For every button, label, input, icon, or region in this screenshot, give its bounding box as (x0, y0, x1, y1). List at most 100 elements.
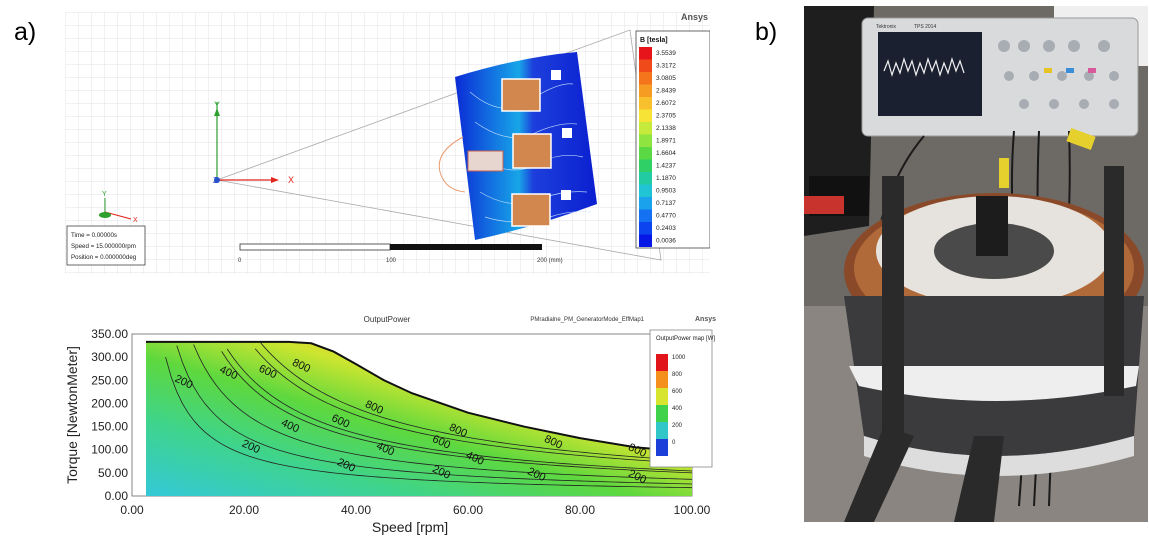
iso-power-contour (193, 344, 692, 480)
scale-tick-100: 100 (386, 258, 397, 264)
iso-power-contour (260, 342, 692, 462)
power-legend-title: OutputPower map [W] (656, 336, 715, 342)
iso-power-contour (254, 348, 692, 464)
legend-value: 3.3172 (656, 63, 676, 70)
x-tick-label: 100.00 (674, 503, 711, 517)
power-legend-value: 400 (672, 406, 683, 412)
iso-power-contour (221, 351, 692, 474)
power-legend-swatch (656, 422, 668, 439)
power-legend-value: 1000 (672, 355, 686, 361)
chart-title: OutputPower (364, 315, 411, 324)
legend-swatch (639, 147, 652, 160)
chart-brand: Ansys (695, 316, 716, 323)
legend-value: 2.3705 (656, 113, 676, 120)
legend-swatch (639, 84, 652, 97)
legend-swatch (639, 97, 652, 110)
legend-value: 3.5539 (656, 50, 676, 57)
legend-swatch (639, 159, 652, 172)
power-legend-swatch (656, 439, 668, 456)
scale-tick-0: 0 (238, 258, 242, 264)
x-axis-label: Speed [rpm] (372, 519, 448, 535)
legend-value: 0.4770 (656, 213, 676, 220)
power-legend-swatch (656, 354, 668, 371)
torque-envelope (146, 340, 693, 454)
scope-model: TPS 2014 (914, 24, 936, 30)
legend-value: 3.0805 (656, 75, 676, 82)
legend-swatch (639, 234, 652, 247)
permanent-magnet (467, 150, 504, 172)
fem-brand: Ansys (681, 12, 708, 22)
y-tick-label: 250.00 (91, 373, 128, 387)
iso-power-contour (226, 348, 692, 472)
x-tick-label: 80.00 (565, 503, 595, 517)
oscilloscope: Tektronix TPS 2014 (861, 17, 1139, 137)
power-legend-swatch (656, 405, 668, 422)
flux-density-legend: B [tesla] 3.5539 3.3172 3.0805 2.8439 2.6072… (635, 30, 710, 249)
power-legend-swatch (656, 388, 668, 405)
y-tick-label: 150.00 (91, 420, 128, 434)
legend-swatch (639, 222, 652, 235)
info-position: Position = 0.000000deg (71, 254, 137, 261)
legend-swatch (639, 172, 652, 185)
output-power-map: OutputPower PMradialne_PM_GeneratorMode_… (60, 310, 720, 537)
legend-swatch (639, 59, 652, 72)
x-tick-label: 40.00 (341, 503, 371, 517)
scope-brand: Tektronix (876, 24, 897, 30)
simulation-info-box: Time = 0.00000s Speed = 15.000000rpm Pos… (66, 225, 146, 266)
y-tick-label: 200.00 (91, 396, 128, 410)
scale-tick-200: 200 (mm) (537, 258, 563, 264)
legend-swatch (639, 47, 652, 60)
legend-swatch (639, 122, 652, 135)
y-axis-label: Torque [NewtonMeter] (64, 346, 80, 484)
chart-source-label: PMradialne_PM_GeneratorMode_EffMap1 (530, 317, 644, 323)
info-speed: Speed = 15.000000rpm (71, 243, 136, 250)
test-rig-photo: Tektronix TPS 2014 (804, 6, 1148, 522)
legend-value: 1.6604 (656, 150, 676, 157)
x-tick-label: 0.00 (120, 503, 144, 517)
legend-title: B [tesla] (640, 37, 668, 44)
y-tick-label: 350.00 (91, 327, 128, 341)
rotor-outline (438, 136, 466, 193)
legend-swatch (639, 197, 652, 210)
y-tick-label: 300.00 (91, 350, 128, 364)
x-tick-label: 20.00 (229, 503, 259, 517)
x-tick-label: 60.00 (453, 503, 483, 517)
legend-swatch (639, 72, 652, 85)
scale-bar: 0 100 200 (mm) (238, 243, 563, 264)
legend-swatch (639, 184, 652, 197)
power-legend-value: 800 (672, 372, 683, 378)
panel-label-a: a) (14, 18, 37, 46)
axis-z-label: Z (213, 176, 218, 185)
power-legend-swatch (656, 371, 668, 388)
axis-y-label: Y (214, 100, 220, 110)
svg-text:X: X (133, 217, 138, 224)
axis-x-label: X (288, 175, 294, 185)
y-tick-label: 0.00 (105, 489, 129, 503)
axis-ticks: 0.00 20.00 40.00 60.00 80.00 100.00 0.00 50.00 1… (91, 327, 710, 517)
svg-text:Y: Y (102, 191, 107, 198)
iso-power-contour (165, 357, 692, 489)
fem-field-plot: Ansys Y X Z (65, 12, 710, 274)
legend-value: 2.1338 (656, 125, 676, 132)
legend-swatch (639, 109, 652, 122)
power-region (146, 341, 692, 496)
iso-power-contour (176, 345, 692, 485)
power-legend-value: 200 (672, 423, 683, 429)
legend-value: 2.8439 (656, 88, 676, 95)
legend-value: 2.6072 (656, 100, 676, 107)
generator-stator (844, 193, 1144, 476)
power-legend: OutputPower map [W] 1000 800 600 400 200 0 (649, 329, 715, 468)
legend-value: 0.9503 (656, 188, 676, 195)
legend-value: 0.0036 (656, 238, 676, 245)
power-legend-value: 0 (672, 440, 676, 446)
legend-value: 0.2403 (656, 225, 676, 232)
legend-swatch (639, 134, 652, 147)
y-tick-label: 100.00 (91, 443, 128, 457)
legend-value: 1.4237 (656, 163, 676, 170)
legend-value: 1.1870 (656, 175, 676, 182)
info-time: Time = 0.00000s (71, 232, 117, 239)
legend-swatch (639, 209, 652, 222)
legend-value: 0.7137 (656, 200, 676, 207)
coordinate-triad-icon: Y X (99, 191, 138, 224)
